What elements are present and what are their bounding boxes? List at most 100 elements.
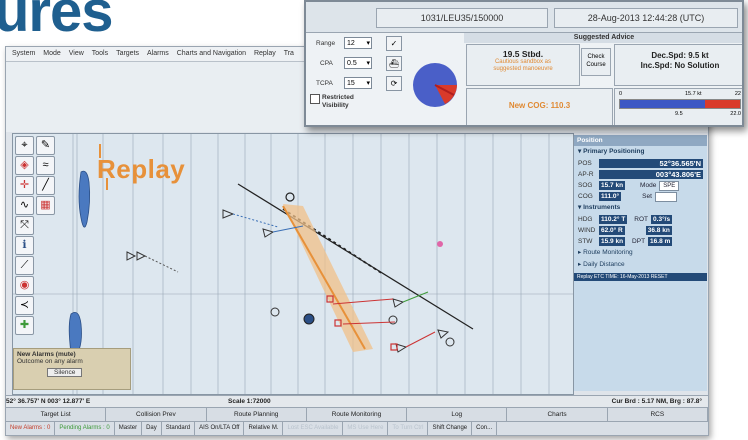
- info-panel-header: Position: [574, 135, 707, 146]
- orange-markers: [99, 144, 108, 190]
- land-shapes: [68, 170, 91, 357]
- day-mode-toggle[interactable]: Day: [142, 422, 162, 435]
- bar-bottom-label-2: 22.0: [730, 111, 741, 117]
- sog-row: SOG 15.7 kn Mode SPE: [574, 180, 707, 191]
- menu-charts-navigation[interactable]: Charts and Navigation: [176, 50, 246, 57]
- wind-value: 62.0° R: [599, 226, 625, 235]
- tab-rcs[interactable]: RCS: [607, 408, 708, 421]
- pending-alarms-indicator[interactable]: Pending Alarms : 0: [55, 422, 115, 435]
- decrease-speed-box: Dec.Spd: 9.5 kt Inc.Spd: No Solution: [614, 44, 742, 86]
- new-alarms-indicator[interactable]: New Alarms : 0: [6, 422, 56, 435]
- stw-row: STW 15.9 kn DPT 16.8 m: [574, 236, 707, 247]
- datetime-display: 28-Aug-2013 12:44:28 (UTC): [554, 8, 738, 28]
- new-cog-box: New COG: 110.3: [466, 88, 613, 125]
- range-label: Range: [316, 40, 336, 47]
- nautical-chart[interactable]: ⌖ ✎ ◈ ≈ ✛ ╱ ∿ ▦ ⤧ ℹ ⟋ ◉ ≺ ✚ Replay New A…: [12, 133, 574, 395]
- speed-advice-box: 19.5 Stbd. Cautious sandbox as suggested…: [466, 44, 580, 86]
- lost-esc-indicator: Lost ESC Available: [283, 422, 344, 435]
- check-course-button[interactable]: Check Course: [581, 48, 611, 76]
- ais-lta-toggle[interactable]: AIS On/LTA Off: [195, 422, 245, 435]
- line-icon[interactable]: ╱: [36, 176, 55, 195]
- bar-right-label: 22: [734, 91, 741, 97]
- sog-value: 15.7 kn: [599, 181, 626, 190]
- mode-value[interactable]: SPE: [659, 180, 680, 191]
- menu-alarms[interactable]: Alarms: [146, 50, 169, 57]
- wind-row: WIND 62.0° R 36.8 kn: [574, 225, 707, 236]
- ship-icon[interactable]: ⛴: [386, 56, 402, 71]
- advice-pie-icon: [413, 63, 457, 107]
- set-value-field[interactable]: [654, 191, 677, 202]
- daily-distance-section[interactable]: ▸ Daily Distance: [578, 261, 625, 268]
- tab-log[interactable]: Log: [407, 408, 508, 421]
- speed-range-fill-red: [705, 100, 740, 108]
- wind-label: WIND: [578, 227, 596, 234]
- daily-distance-title: Daily Distance: [583, 261, 625, 268]
- bar-left-label: 0: [619, 91, 623, 97]
- dec-speed: Dec.Spd: 9.5 kt: [651, 51, 709, 60]
- measure-icon[interactable]: ⟋: [15, 256, 34, 275]
- speed-range-fill-blue: [620, 100, 706, 108]
- instruments-section[interactable]: ▾ Instruments: [578, 204, 621, 211]
- tab-charts[interactable]: Charts: [507, 408, 608, 421]
- layers-icon[interactable]: ◈: [15, 156, 34, 175]
- danger-targets: [326, 295, 398, 351]
- cpa-select[interactable]: 0.5: [344, 57, 372, 70]
- restricted-visibility-checkbox[interactable]: [310, 94, 320, 104]
- set-label: Set: [642, 193, 652, 200]
- dpt-label: DPT: [632, 238, 646, 245]
- cross-icon[interactable]: ✛: [15, 176, 34, 195]
- tab-route-monitoring[interactable]: Route Monitoring: [306, 408, 408, 421]
- display-standard-toggle[interactable]: Standard: [162, 422, 196, 435]
- hdg-row: HDG 110.2° T ROT 0.3°/s: [574, 214, 707, 225]
- voyage-id: 1031/LEU35/150000: [376, 8, 548, 28]
- curve-icon[interactable]: ∿: [15, 196, 34, 215]
- menu-view[interactable]: View: [68, 50, 84, 57]
- route-monitoring-section[interactable]: ▸ Route Monitoring: [578, 249, 633, 256]
- alarm-silence-button[interactable]: Silence: [47, 368, 83, 377]
- menu-tra[interactable]: Tra: [283, 50, 294, 57]
- range-select[interactable]: 12: [344, 37, 372, 50]
- refresh-icon[interactable]: ⟳: [386, 76, 402, 91]
- pencil-icon[interactable]: ✎: [36, 136, 55, 155]
- primary-positioning-title: Primary Positioning: [583, 148, 645, 155]
- menu-system[interactable]: System: [12, 50, 36, 57]
- ms-use-indicator: MS Use Here: [343, 422, 389, 435]
- share-icon[interactable]: ≺: [15, 296, 34, 315]
- ais-target-dark: [303, 313, 315, 325]
- arrows-icon[interactable]: ⤧: [15, 216, 34, 235]
- menu-mode[interactable]: Mode: [43, 50, 61, 57]
- relative-motion-toggle[interactable]: Relative M.: [244, 422, 284, 435]
- tab-route-planning[interactable]: Route Planning: [206, 408, 307, 421]
- check-icon[interactable]: ✓: [386, 36, 402, 51]
- master-toggle[interactable]: Master: [115, 422, 143, 435]
- shift-change-button[interactable]: Shift Change: [428, 422, 473, 435]
- con-button[interactable]: Con...: [472, 422, 498, 435]
- menu-targets[interactable]: Targets: [116, 50, 140, 57]
- tcpa-select[interactable]: 15: [344, 77, 372, 90]
- target-icon[interactable]: ◉: [15, 276, 34, 295]
- info-icon[interactable]: ℹ: [15, 236, 34, 255]
- target-vectors: [144, 213, 436, 348]
- grid-icon[interactable]: ▦: [36, 196, 55, 215]
- ais-target-pink: [437, 241, 443, 247]
- mode-label: Mode: [640, 182, 657, 189]
- hdg-label: HDG: [578, 216, 593, 223]
- primary-positioning-section[interactable]: ▾ Primary Positioning: [578, 148, 645, 155]
- info-panel: Position ▾ Primary Positioning POS 52°36…: [573, 135, 707, 391]
- new-cog-value: New COG: 110.3: [508, 101, 571, 110]
- wave-icon[interactable]: ≈: [36, 156, 55, 175]
- rot-label: ROT: [634, 216, 649, 223]
- rot-value: 0.3°/s: [651, 215, 673, 224]
- menu-tools[interactable]: Tools: [91, 50, 109, 57]
- navigation-tabs: Target List Collision Prev Route Plannin…: [6, 407, 708, 421]
- status-line: 52° 36.757' N 003° 12.877' E Scale 1:720…: [6, 395, 708, 407]
- cog-row: COG 111.0° Set: [574, 191, 707, 202]
- tab-collision-prev[interactable]: Collision Prev: [106, 408, 207, 421]
- center-icon[interactable]: ✚: [15, 316, 34, 335]
- wind-speed: 36.8 kn: [645, 226, 672, 235]
- zoom-icon[interactable]: ⌖: [15, 136, 34, 155]
- tab-target-list[interactable]: Target List: [6, 408, 107, 421]
- menu-replay[interactable]: Replay: [253, 50, 276, 57]
- chart-scale: Scale 1:72000: [228, 398, 271, 405]
- alarm-subtitle: Outcome on any alarm: [17, 358, 83, 365]
